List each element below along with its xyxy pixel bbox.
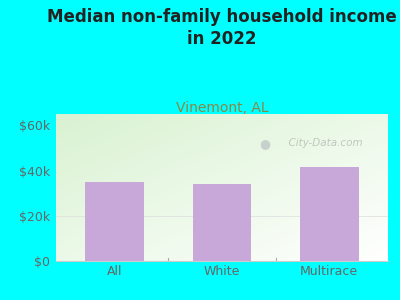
Text: Vinemont, AL: Vinemont, AL <box>176 100 268 115</box>
Bar <box>86 182 144 261</box>
Text: ●: ● <box>260 137 270 150</box>
Bar <box>300 167 358 261</box>
Text: City-Data.com: City-Data.com <box>282 138 362 148</box>
Text: Median non-family household income
in 2022: Median non-family household income in 20… <box>47 8 397 48</box>
Bar <box>192 184 252 261</box>
